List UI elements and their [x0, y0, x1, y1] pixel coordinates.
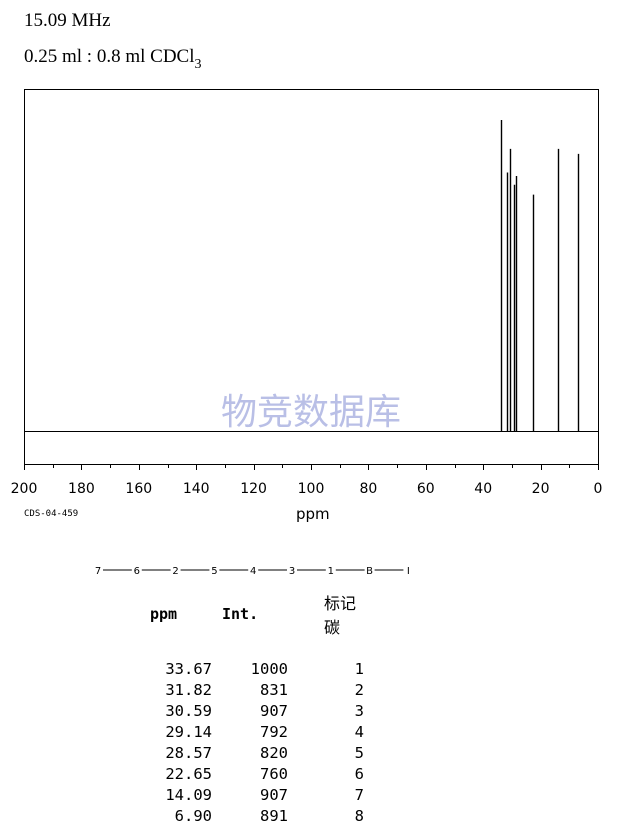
x-tick-label: 20	[532, 481, 550, 497]
table-row: 22.65 760 6	[150, 763, 364, 784]
chain-atom-label: 1	[328, 566, 334, 577]
cell-ppm: 14.09	[165, 785, 212, 804]
cell-mark: 7	[354, 785, 364, 804]
x-tick-label: 80	[359, 481, 377, 497]
cell-ppm: 22.65	[165, 764, 212, 783]
chain-atom-label: 4	[250, 566, 256, 577]
cell-ppm: 33.67	[165, 659, 212, 678]
cell-ppm: 30.59	[165, 701, 212, 720]
cell-mark: 3	[354, 701, 364, 720]
table-row: 28.57 820 5	[150, 742, 364, 763]
cell-int: 1000	[250, 659, 288, 678]
cell-int: 792	[260, 722, 288, 741]
cell-mark: 2	[354, 680, 364, 699]
watermark-text: 物竞数据库	[221, 392, 401, 433]
table-row: 29.14 792 4	[150, 721, 364, 742]
nmr-spectrum-chart: 物竞数据库 200 180 160 140 120 100 80 60 40 20 0	[11, 89, 603, 497]
x-tick-label: 140	[183, 481, 210, 497]
peak-table: ppm Int. 标记碳 33.67 1000 1 31.82 831 2 30.59 907…	[150, 590, 364, 826]
x-tick-label: 40	[474, 481, 492, 497]
chain-atom-label: 3	[289, 566, 295, 577]
x-tick-label: 160	[125, 481, 152, 497]
col-header-int: Int.	[222, 605, 259, 623]
cell-mark: 6	[354, 764, 364, 783]
peaks-group	[500, 120, 580, 431]
frequency-label: 15.09 MHz	[24, 10, 111, 31]
cell-int: 760	[260, 764, 288, 783]
chain-atom-label: 7	[95, 566, 101, 577]
watermark-group: 物竞数据库	[221, 392, 401, 433]
cell-ppm: 31.82	[165, 680, 212, 699]
cell-ppm: 28.57	[165, 743, 212, 762]
cell-int: 820	[260, 743, 288, 762]
chain-atom-label: 2	[172, 566, 178, 577]
chain-atom-label: 6	[134, 566, 140, 577]
table-body: 33.67 1000 1 31.82 831 2 30.59 907 3 29.14 792 4 28.…	[150, 658, 364, 826]
chain-atom-label: 5	[211, 566, 217, 577]
cell-int: 907	[260, 701, 288, 720]
table-row: 30.59 907 3	[150, 700, 364, 721]
col-header-ppm: ppm	[150, 605, 178, 623]
cell-mark: 4	[354, 722, 364, 741]
solvent-text: 0.25 ml : 0.8 ml CDCl	[24, 46, 195, 67]
table-row: 14.09 907 7	[150, 784, 364, 805]
x-axis-label: ppm	[296, 505, 330, 523]
table-header-row: ppm Int. 标记碳	[150, 590, 364, 638]
cell-mark: 1	[354, 659, 364, 678]
chain-atom-label: B	[366, 566, 373, 577]
catalog-id: CDS-04-459	[24, 509, 79, 519]
cell-ppm: 6.90	[174, 806, 212, 825]
x-tick-label: 0	[594, 481, 603, 497]
table-row: 31.82 831 2	[150, 679, 364, 700]
cell-mark: 8	[354, 806, 364, 825]
cell-mark: 5	[354, 743, 364, 762]
x-tick-label: 60	[417, 481, 435, 497]
cell-ppm: 29.14	[165, 722, 212, 741]
cell-int: 907	[260, 785, 288, 804]
table-row: 6.90 891 8	[150, 805, 364, 826]
x-tick-label: 120	[240, 481, 267, 497]
cell-int: 831	[260, 680, 288, 699]
solvent-subscript: 3	[194, 57, 202, 72]
col-header-mark: 标记碳	[324, 594, 357, 637]
carbon-chain-diagram: 7 6 2 5 4 3 1 B I	[95, 566, 410, 577]
plot-frame	[24, 89, 599, 465]
x-tick-label: 200	[11, 481, 38, 497]
table-row: 33.67 1000 1	[150, 658, 364, 679]
solvent-label: 0.25 ml : 0.8 ml CDCl3	[24, 46, 202, 73]
x-tick-label: 180	[68, 481, 95, 497]
x-tick-label: 100	[298, 481, 325, 497]
x-axis-ticks: 200 180 160 140 120 100 80 60 40 20 0	[11, 465, 603, 497]
cell-int: 891	[260, 806, 288, 825]
chain-atom-label: I	[407, 566, 410, 577]
